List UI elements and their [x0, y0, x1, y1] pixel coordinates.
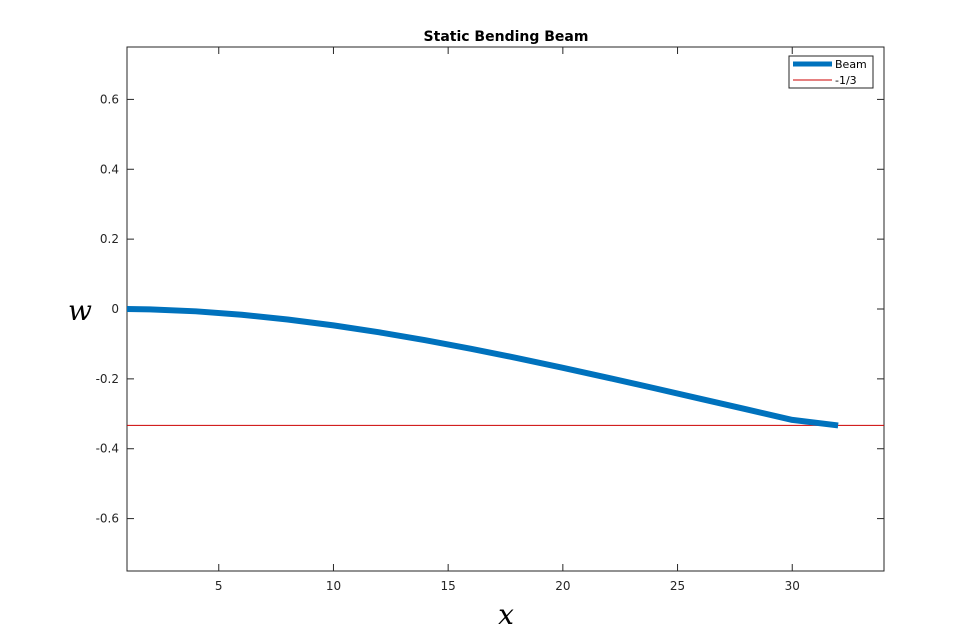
y-tick-label: -0.6	[96, 512, 119, 526]
x-tick-label: 25	[670, 579, 685, 593]
y-tick-label: 0.4	[100, 162, 119, 176]
series-group	[126, 306, 884, 429]
legend-label-beam: Beam	[835, 58, 867, 71]
x-tick-label: 20	[555, 579, 570, 593]
x-tick-label: 10	[326, 579, 341, 593]
legend: Beam -1/3	[788, 55, 874, 89]
beam-line	[126, 306, 839, 429]
tick-group: 5 10 15 20 25 30 0.6 0.4 0.2 0 -0.2 -0.4 -0.6	[96, 47, 884, 593]
y-tick-label: -0.4	[96, 442, 119, 456]
y-tick-label: 0	[111, 302, 119, 316]
legend-label-reference: -1/3	[835, 74, 857, 87]
y-tick-label: 0.6	[100, 92, 119, 106]
x-tick-label: 5	[215, 579, 223, 593]
x-tick-label: 30	[785, 579, 800, 593]
legend-box	[788, 55, 874, 89]
y-tick-label: -0.2	[96, 372, 119, 386]
x-tick-label: 15	[441, 579, 456, 593]
x-axis-label: x	[498, 598, 514, 631]
y-axis-label: w	[68, 294, 92, 327]
y-tick-label: 0.2	[100, 232, 119, 246]
plot-area	[126, 46, 885, 572]
chart-title: Static Bending Beam	[424, 29, 589, 45]
